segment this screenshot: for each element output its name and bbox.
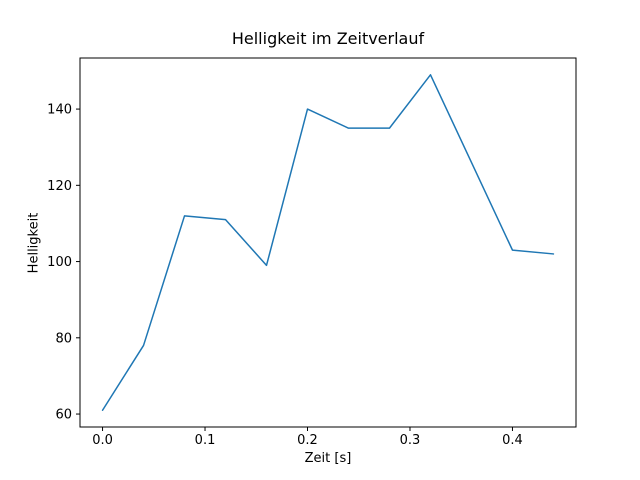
y-axis-label: Helligkeit bbox=[26, 212, 42, 274]
x-tick-label: 0.2 bbox=[297, 433, 318, 448]
plot-frame bbox=[79, 57, 577, 428]
x-axis-label: Zeit [s] bbox=[304, 451, 352, 466]
x-tick-label: 0.4 bbox=[502, 433, 523, 448]
y-tick-label: 80 bbox=[55, 331, 72, 346]
y-tick-label: 140 bbox=[47, 103, 72, 118]
data-line bbox=[101, 74, 555, 411]
chart-title: Helligkeit im Zeitverlauf bbox=[231, 29, 425, 48]
x-tick-label: 0.0 bbox=[92, 433, 113, 448]
x-tick-label: 0.1 bbox=[195, 433, 216, 448]
x-tick-label: 0.3 bbox=[400, 433, 421, 448]
y-tick-label: 120 bbox=[47, 179, 72, 194]
y-tick-label: 60 bbox=[55, 408, 72, 423]
y-tick-label: 100 bbox=[47, 255, 72, 270]
